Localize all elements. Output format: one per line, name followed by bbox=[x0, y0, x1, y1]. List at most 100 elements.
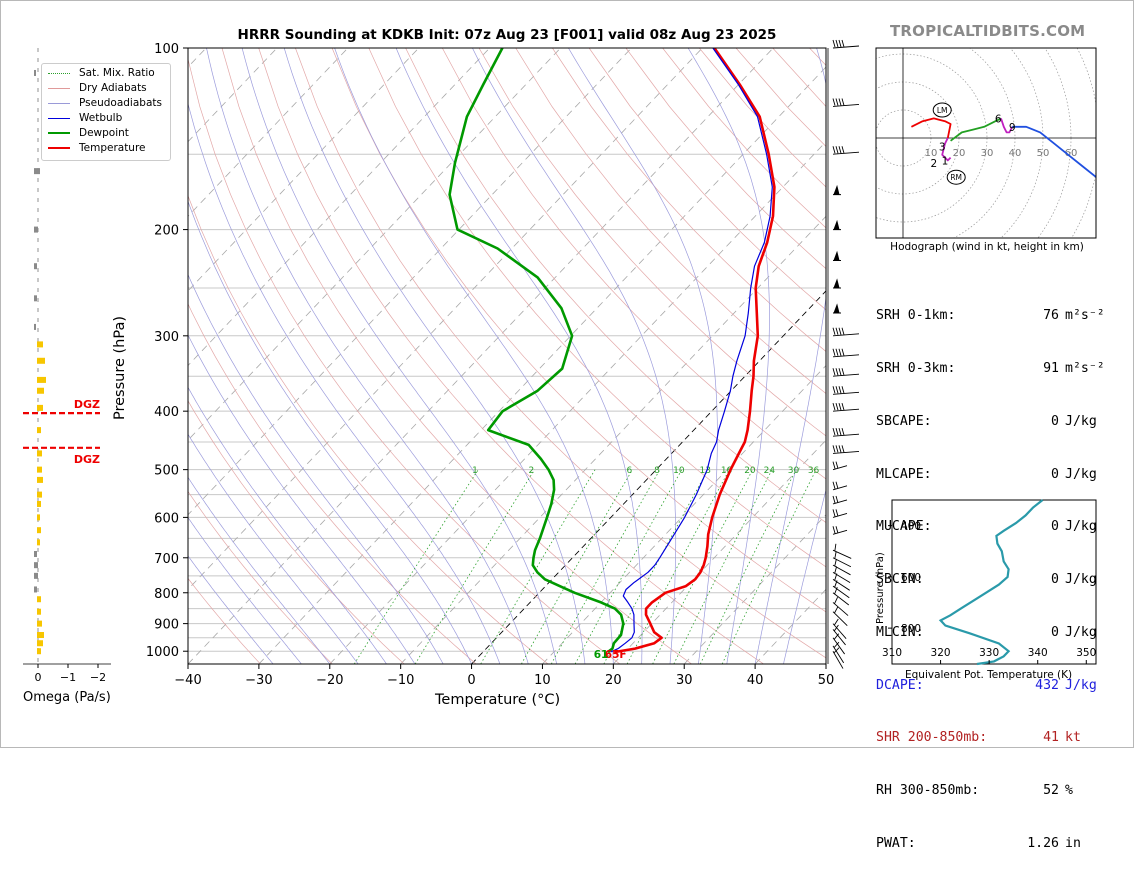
omega-bar bbox=[34, 295, 37, 301]
hodograph-ring-label: 50 bbox=[1037, 148, 1050, 159]
wind-barb-pennant bbox=[833, 305, 841, 313]
omega-bar bbox=[34, 168, 40, 174]
wind-barb-shaft bbox=[833, 445, 859, 453]
surface-dewpoint-label: 61 bbox=[594, 649, 609, 661]
legend-item-wetbulb: Wetbulb bbox=[48, 111, 122, 125]
legend-label: Sat. Mix. Ratio bbox=[79, 67, 155, 79]
wind-barb bbox=[833, 544, 854, 559]
legend-label: Dry Adiabats bbox=[79, 82, 147, 94]
wind-barb-shaft bbox=[833, 526, 847, 534]
wind-barb-pennant bbox=[833, 280, 841, 288]
omega-bar bbox=[37, 501, 41, 507]
omega-bar bbox=[37, 632, 44, 638]
hodograph-ring-label: 30 bbox=[981, 148, 994, 159]
mixing-ratio-line bbox=[481, 470, 595, 664]
stat-rh-300-850: RH 300-850mb:52% bbox=[876, 782, 1105, 800]
omega-bar bbox=[37, 450, 42, 456]
y-tick-label: 900 bbox=[154, 618, 179, 633]
y-tick-label: 200 bbox=[154, 224, 179, 239]
isotherm-line bbox=[330, 48, 915, 664]
wind-barb-shaft bbox=[833, 386, 859, 394]
wind-barb-shaft bbox=[833, 328, 859, 336]
mixing-ratio-label: 6 bbox=[627, 466, 633, 476]
wind-barb-shaft bbox=[833, 403, 859, 411]
wind-barb bbox=[833, 445, 859, 453]
wind-barb-shaft bbox=[833, 428, 859, 436]
hodograph-height-label: 6 bbox=[995, 113, 1002, 125]
omega-bar bbox=[37, 388, 44, 394]
storm-motion-label: RM bbox=[950, 173, 962, 182]
omega-bar bbox=[37, 527, 41, 533]
wind-barb-shaft bbox=[833, 482, 847, 490]
wind-barb-shaft bbox=[833, 642, 850, 663]
x-axis-label: Temperature (°C) bbox=[435, 692, 560, 708]
hodograph-height-label: 9 bbox=[1009, 122, 1016, 134]
wind-barb-shaft bbox=[833, 98, 859, 106]
omega-bar bbox=[37, 341, 43, 347]
wind-barb-shaft bbox=[833, 462, 847, 470]
isotherm-line bbox=[259, 48, 844, 664]
legend-item-dewpoint: Dewpoint bbox=[48, 126, 129, 140]
dry-adiabat bbox=[185, 48, 620, 664]
pseudoadiabat bbox=[284, 48, 585, 664]
wind-barb bbox=[833, 642, 850, 663]
omega-x-tick-label: −2 bbox=[90, 671, 106, 684]
omega-bar bbox=[37, 640, 43, 646]
omega-x-tick-label: −1 bbox=[60, 671, 76, 684]
omega-bar bbox=[37, 405, 43, 411]
wind-barb bbox=[833, 386, 859, 394]
x-tick-label: 40 bbox=[747, 673, 764, 688]
wind-barb bbox=[833, 403, 859, 411]
mixing-ratio-line bbox=[700, 470, 796, 664]
wind-barb bbox=[833, 98, 859, 106]
mixing-ratio-label: 24 bbox=[764, 466, 776, 476]
omega-bar bbox=[37, 377, 46, 383]
x-tick-label: −10 bbox=[387, 673, 414, 688]
legend: Sat. Mix. Ratio Dry Adiabats Pseudoadiab… bbox=[41, 63, 171, 161]
legend-swatch bbox=[48, 132, 70, 134]
omega-axis-label: Omega (Pa/s) bbox=[23, 690, 111, 705]
y-tick-label: 600 bbox=[154, 511, 179, 526]
x-tick-label: −40 bbox=[174, 673, 201, 688]
legend-label: Wetbulb bbox=[79, 112, 122, 124]
x-tick-label: 20 bbox=[605, 673, 622, 688]
pseudoadiabat bbox=[755, 48, 835, 664]
series-wetbulb bbox=[611, 48, 773, 652]
omega-bar bbox=[34, 586, 37, 592]
legend-label: Pseudoadiabats bbox=[79, 97, 162, 109]
wind-barb-flag bbox=[833, 252, 841, 260]
legend-swatch bbox=[48, 147, 70, 149]
omega-bar bbox=[37, 492, 42, 498]
omega-bar bbox=[34, 70, 36, 76]
pseudoadiabat bbox=[472, 48, 675, 664]
omega-bar bbox=[37, 477, 43, 483]
omega-bar bbox=[37, 358, 45, 364]
mixing-ratio-label: 36 bbox=[808, 466, 820, 476]
y-axis-label: Pressure (hPa) bbox=[112, 316, 128, 420]
hodograph-bg bbox=[876, 48, 1096, 238]
series-dewpoint bbox=[450, 48, 624, 652]
x-tick-label: −30 bbox=[245, 673, 272, 688]
mixing-ratio-label: 2 bbox=[529, 466, 535, 476]
y-tick-label: 1000 bbox=[146, 645, 179, 660]
isotherm-line bbox=[117, 48, 702, 664]
series-temperature bbox=[615, 48, 775, 652]
pseudoadiabat bbox=[207, 48, 529, 664]
wind-barb bbox=[833, 587, 853, 605]
omega-bar bbox=[34, 562, 38, 568]
wind-barb-shaft bbox=[833, 349, 859, 357]
wind-barb bbox=[833, 482, 847, 490]
hodograph-height-label: 1 bbox=[942, 155, 949, 167]
dgz-label: DGZ bbox=[74, 453, 100, 466]
pseudoadiabat bbox=[568, 48, 717, 664]
legend-swatch bbox=[48, 73, 70, 74]
omega-bar bbox=[37, 648, 41, 654]
wind-barb-shaft bbox=[833, 146, 859, 154]
wind-barb bbox=[833, 328, 859, 336]
